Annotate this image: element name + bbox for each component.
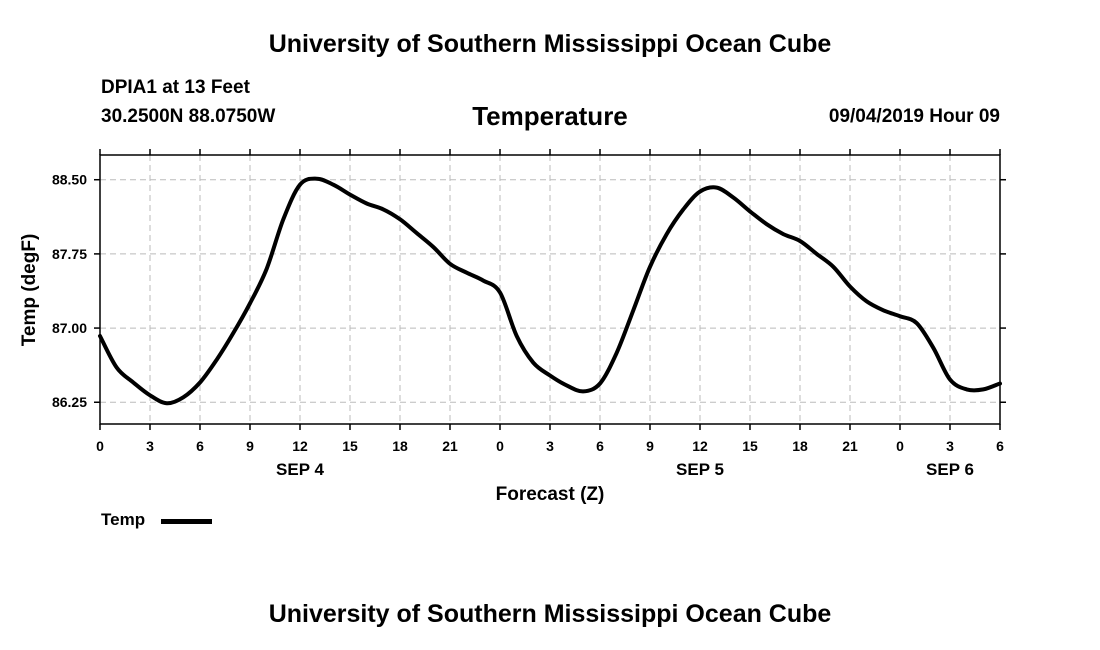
date-label: SEP 6 [926,460,974,479]
axis-ticks [94,149,1006,430]
x-tick-label: 3 [546,438,554,454]
x-tick-label: 9 [646,438,654,454]
chart-title: Temperature [472,101,628,131]
x-tick-label: 15 [342,438,358,454]
x-tick-label: 6 [196,438,204,454]
x-tick-label: 21 [442,438,458,454]
date-label: SEP 5 [676,460,724,479]
x-tick-label: 12 [292,438,308,454]
x-tick-label: 0 [96,438,104,454]
x-tick-label: 12 [692,438,708,454]
y-tick-label: 88.50 [52,172,87,188]
plot-frame [99,154,1001,425]
temp-series-line [98,176,1002,406]
x-tick-label: 0 [896,438,904,454]
station-coordinates: 30.2500N 88.0750W [101,106,276,127]
forecast-datetime: 09/04/2019 Hour 09 [828,106,1000,127]
x-tick-label: 0 [496,438,504,454]
x-tick-label: 15 [742,438,758,454]
legend-label: Temp [101,510,146,529]
x-tick-label: 3 [946,438,954,454]
date-label: SEP 4 [276,460,324,479]
station-name: DPIA1 at 13 Feet [101,77,250,98]
y-tick-label: 87.75 [52,246,87,262]
grid-lines [100,155,1000,424]
y-axis-title: Temp (degF) [19,234,40,347]
y-tick-label: 86.25 [52,394,87,410]
legend-line-swatch [161,519,212,524]
x-tick-label: 18 [792,438,808,454]
x-tick-label: 21 [842,438,858,454]
x-axis-title: Forecast (Z) [496,484,605,505]
y-tick-label: 87.00 [52,320,87,336]
x-tick-label: 9 [246,438,254,454]
page-title: University of Southern Mississippi Ocean… [268,30,832,58]
footer-title: University of Southern Mississippi Ocean… [268,600,832,628]
x-tick-label: 3 [146,438,154,454]
x-tick-label: 18 [392,438,408,454]
x-tick-label: 6 [996,438,1004,454]
x-tick-label: 6 [596,438,604,454]
axis-labels: 0 3 6 9 12 15 18 21 0 3 6 9 12 15 18 21 0 3 6 86.25 87.00 87.… [52,172,1004,479]
